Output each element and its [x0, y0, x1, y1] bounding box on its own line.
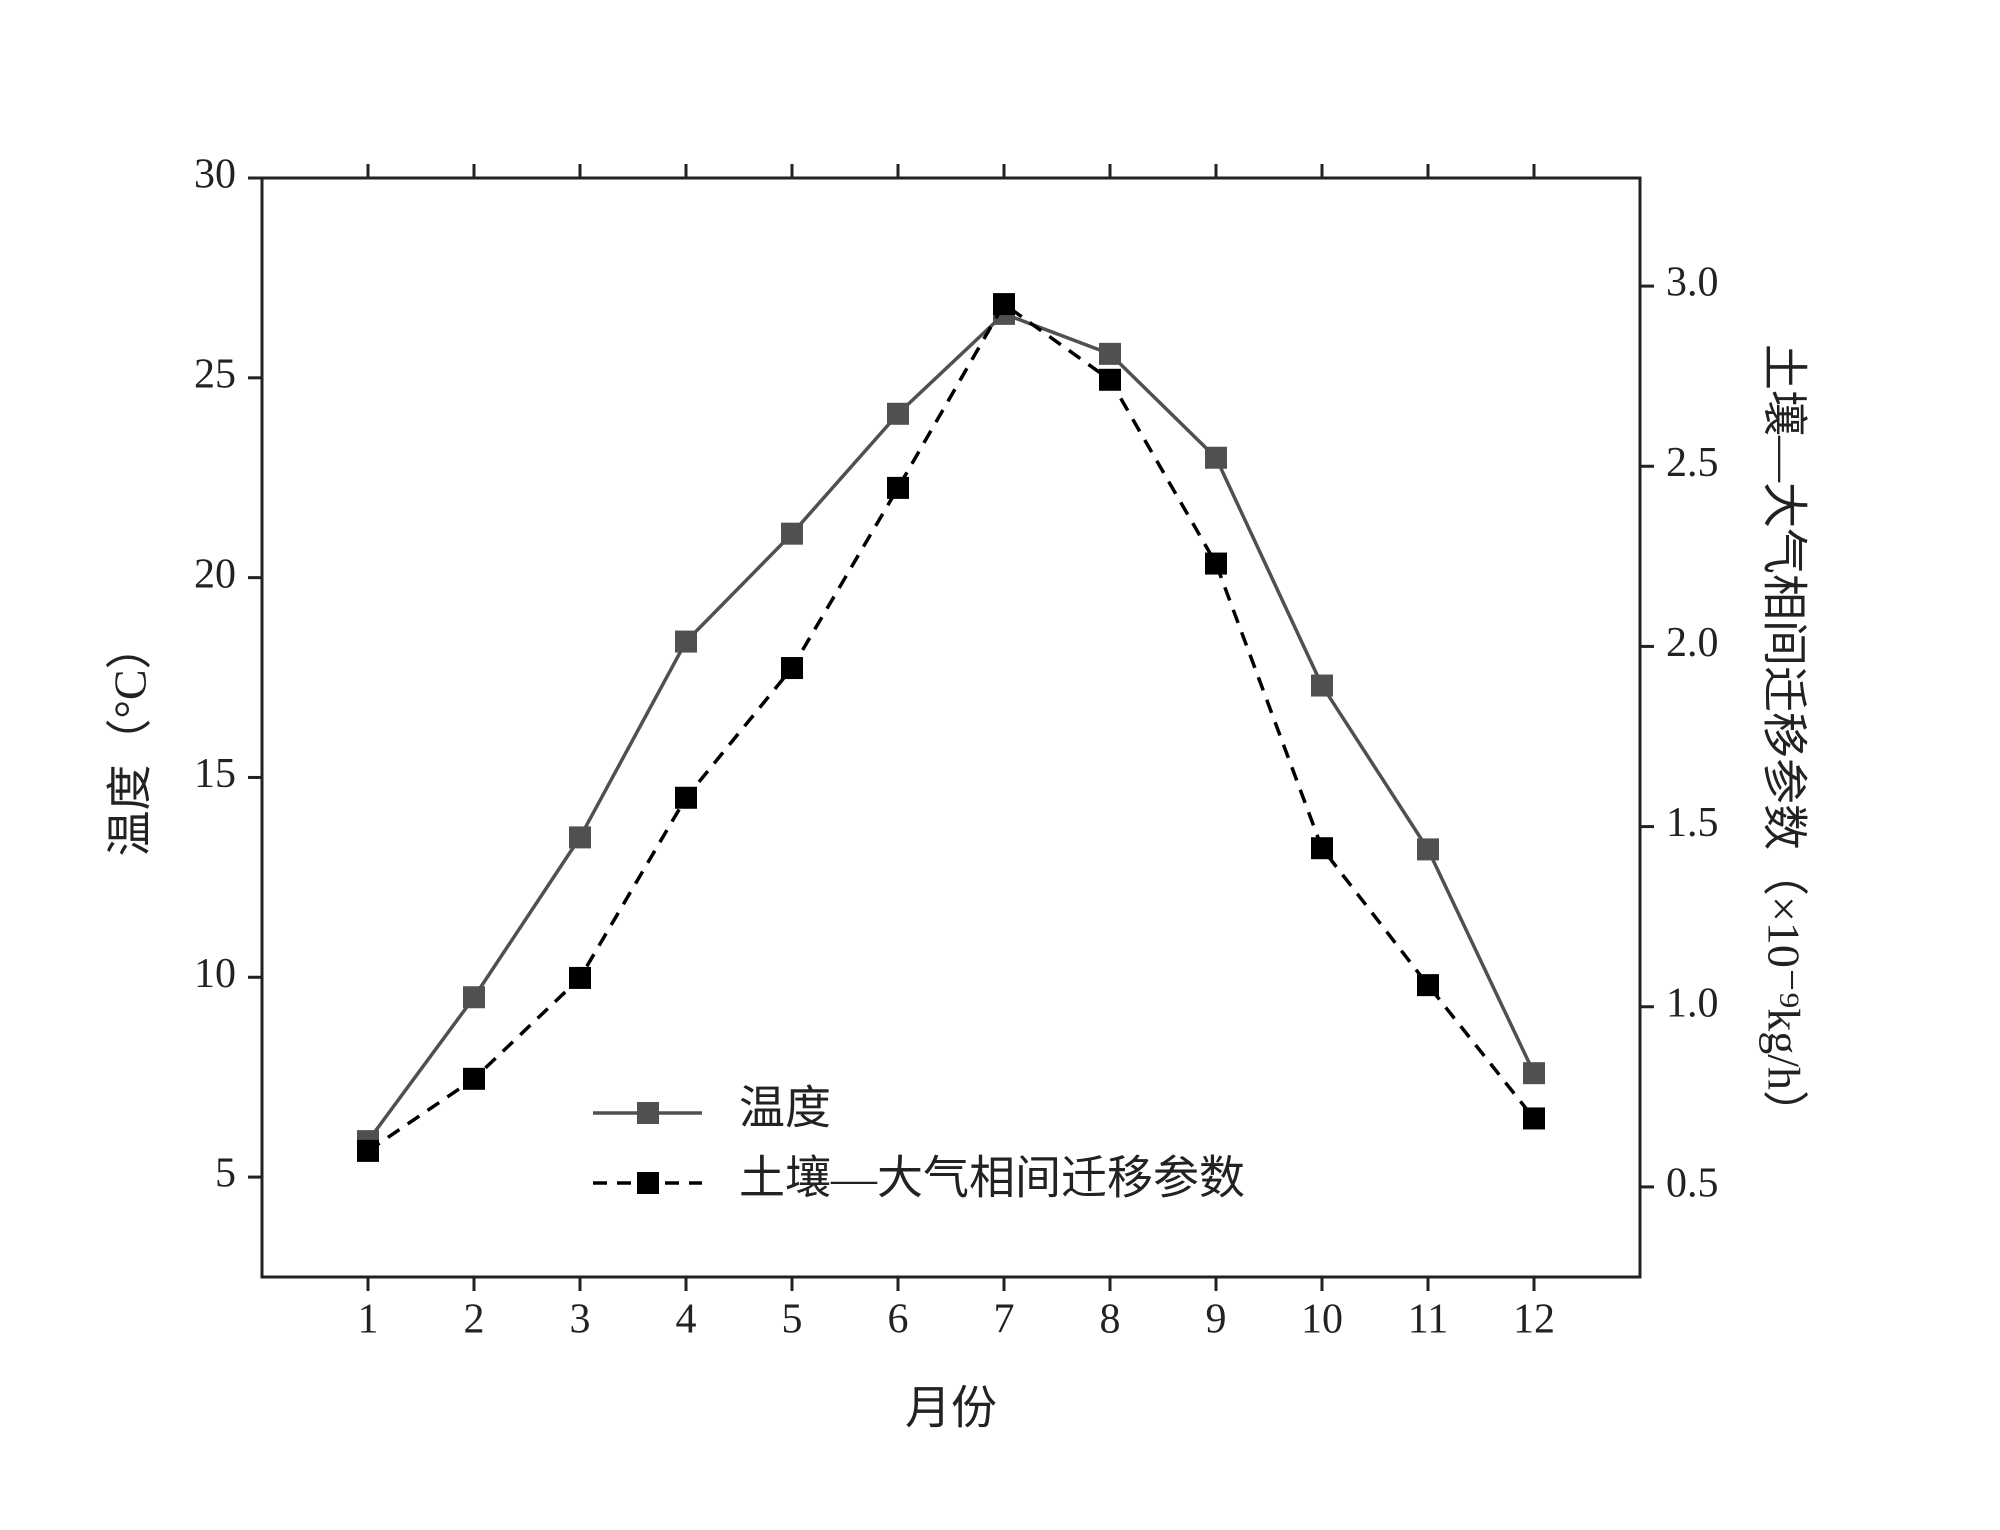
y2-axis-title: 土壤—大气相间迁移参数（×10⁻⁹kg/h）	[1758, 344, 1809, 1136]
x-tick-label: 3	[570, 1297, 591, 1343]
x-tick-label: 10	[1301, 1297, 1343, 1343]
x-tick-label: 2	[464, 1297, 485, 1343]
x-tick-label: 8	[1100, 1297, 1121, 1343]
x-tick-label: 9	[1206, 1297, 1227, 1343]
data-point	[1311, 674, 1333, 697]
data-point	[993, 293, 1015, 316]
x-tick-label: 5	[782, 1297, 803, 1343]
data-point	[1311, 837, 1333, 860]
y-tick-label: 20	[194, 551, 236, 597]
x-tick-label: 4	[676, 1297, 697, 1343]
data-point	[1205, 446, 1227, 469]
y-tick-label: 10	[194, 951, 236, 997]
plot-frame	[260, 176, 1642, 1279]
data-point	[1099, 368, 1121, 391]
legend-marker	[637, 1102, 659, 1124]
y-tick-label: 15	[194, 751, 236, 797]
legend-label: 温度	[739, 1083, 831, 1134]
data-point	[1417, 838, 1439, 861]
data-point	[1523, 1062, 1545, 1085]
legend-marker	[637, 1172, 659, 1194]
y-tick-label: 25	[194, 351, 236, 397]
series-line	[366, 311, 1536, 1143]
data-point	[1205, 552, 1227, 575]
y2-tick-label: 1.0	[1666, 980, 1719, 1026]
data-point	[463, 1067, 485, 1090]
x-tick-label: 12	[1513, 1297, 1555, 1343]
data-point	[463, 986, 485, 1009]
data-point	[887, 402, 909, 425]
x-tick-label: 11	[1408, 1297, 1448, 1343]
x-tick-label: 6	[888, 1297, 909, 1343]
data-point	[675, 786, 697, 809]
data-point	[781, 657, 803, 680]
x-tick-label: 7	[994, 1297, 1015, 1343]
y2-tick-label: 1.5	[1666, 800, 1719, 846]
y-tick-label: 5	[215, 1151, 236, 1197]
y2-tick-label: 2.5	[1666, 440, 1719, 486]
series-line	[367, 301, 1536, 1153]
data-point	[1417, 974, 1439, 997]
y2-tick-label: 2.0	[1666, 620, 1719, 666]
legend-label: 土壤—大气相间迁移参数	[739, 1153, 1245, 1204]
y2-tick-label: 0.5	[1666, 1161, 1719, 1207]
y2-tick-label: 3.0	[1666, 260, 1719, 306]
x-tick-label: 1	[358, 1297, 379, 1343]
data-point	[675, 630, 697, 653]
data-point	[781, 522, 803, 545]
data-point	[1523, 1107, 1545, 1130]
data-point	[569, 826, 591, 849]
data-point	[569, 966, 591, 989]
data-point	[1099, 342, 1121, 365]
y-axis-title: 温度（°C）	[105, 623, 156, 856]
y-tick-label: 30	[194, 152, 236, 198]
data-point	[887, 476, 909, 499]
data-point	[357, 1139, 379, 1162]
x-axis-title: 月份	[905, 1383, 997, 1434]
